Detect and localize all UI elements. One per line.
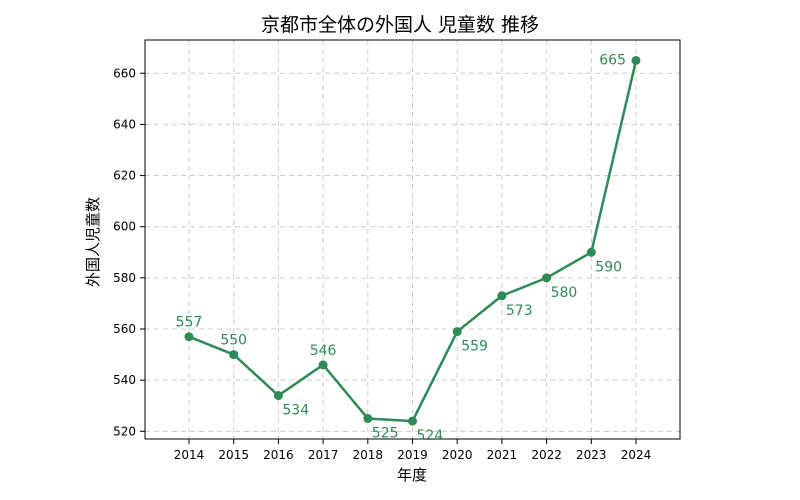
data-point xyxy=(631,55,641,65)
y-tick-label: 540 xyxy=(113,373,136,387)
data-label: 559 xyxy=(461,339,488,355)
x-tick-label: 2020 xyxy=(442,448,473,462)
grid-lines xyxy=(145,40,680,439)
data-label: 580 xyxy=(551,285,578,301)
data-label: 534 xyxy=(282,403,309,419)
data-label: 590 xyxy=(595,259,622,275)
data-label: 546 xyxy=(310,343,337,359)
data-labels: 557 550 534 546 525 524 559 573 580 590 665 xyxy=(176,52,626,444)
data-point xyxy=(408,416,417,426)
y-tick-label: 660 xyxy=(113,66,136,80)
data-point xyxy=(318,360,328,370)
data-point xyxy=(542,273,552,283)
data-point xyxy=(273,391,283,401)
data-point xyxy=(229,350,239,360)
y-axis: 520 540 560 580 600 620 640 660 xyxy=(113,66,145,438)
y-tick-label: 620 xyxy=(113,169,136,183)
x-tick-label: 2019 xyxy=(397,448,428,462)
x-axis: 2014 2015 2016 2017 2018 2019 2020 2021 2022 2023… xyxy=(174,439,652,462)
data-label: 525 xyxy=(372,426,399,442)
y-tick-label: 600 xyxy=(113,220,136,234)
x-tick-label: 2017 xyxy=(308,448,339,462)
x-tick-label: 2022 xyxy=(531,448,562,462)
x-tick-label: 2018 xyxy=(353,448,384,462)
x-axis-label: 年度 xyxy=(397,466,427,484)
data-point xyxy=(363,414,373,424)
y-axis-label: 外国人児童数 xyxy=(84,197,102,287)
chart-title: 京都市全体の外国人 児童数 推移 xyxy=(260,14,540,36)
data-point xyxy=(452,327,462,337)
data-label: 557 xyxy=(176,315,203,331)
data-point xyxy=(497,291,507,301)
data-label: 524 xyxy=(417,428,444,444)
data-point xyxy=(586,247,596,257)
data-label: 573 xyxy=(506,303,533,319)
data-label: 665 xyxy=(599,52,626,68)
x-tick-label: 2023 xyxy=(576,448,607,462)
y-tick-label: 520 xyxy=(113,424,136,438)
x-tick-label: 2024 xyxy=(621,448,652,462)
y-tick-label: 560 xyxy=(113,322,136,336)
y-tick-label: 580 xyxy=(113,271,136,285)
x-tick-label: 2014 xyxy=(174,448,205,462)
x-tick-label: 2021 xyxy=(487,448,518,462)
x-tick-label: 2015 xyxy=(218,448,249,462)
data-points xyxy=(184,55,641,426)
data-point xyxy=(184,332,194,342)
y-tick-label: 640 xyxy=(113,117,136,131)
x-tick-label: 2016 xyxy=(263,448,294,462)
data-label: 550 xyxy=(220,333,247,349)
